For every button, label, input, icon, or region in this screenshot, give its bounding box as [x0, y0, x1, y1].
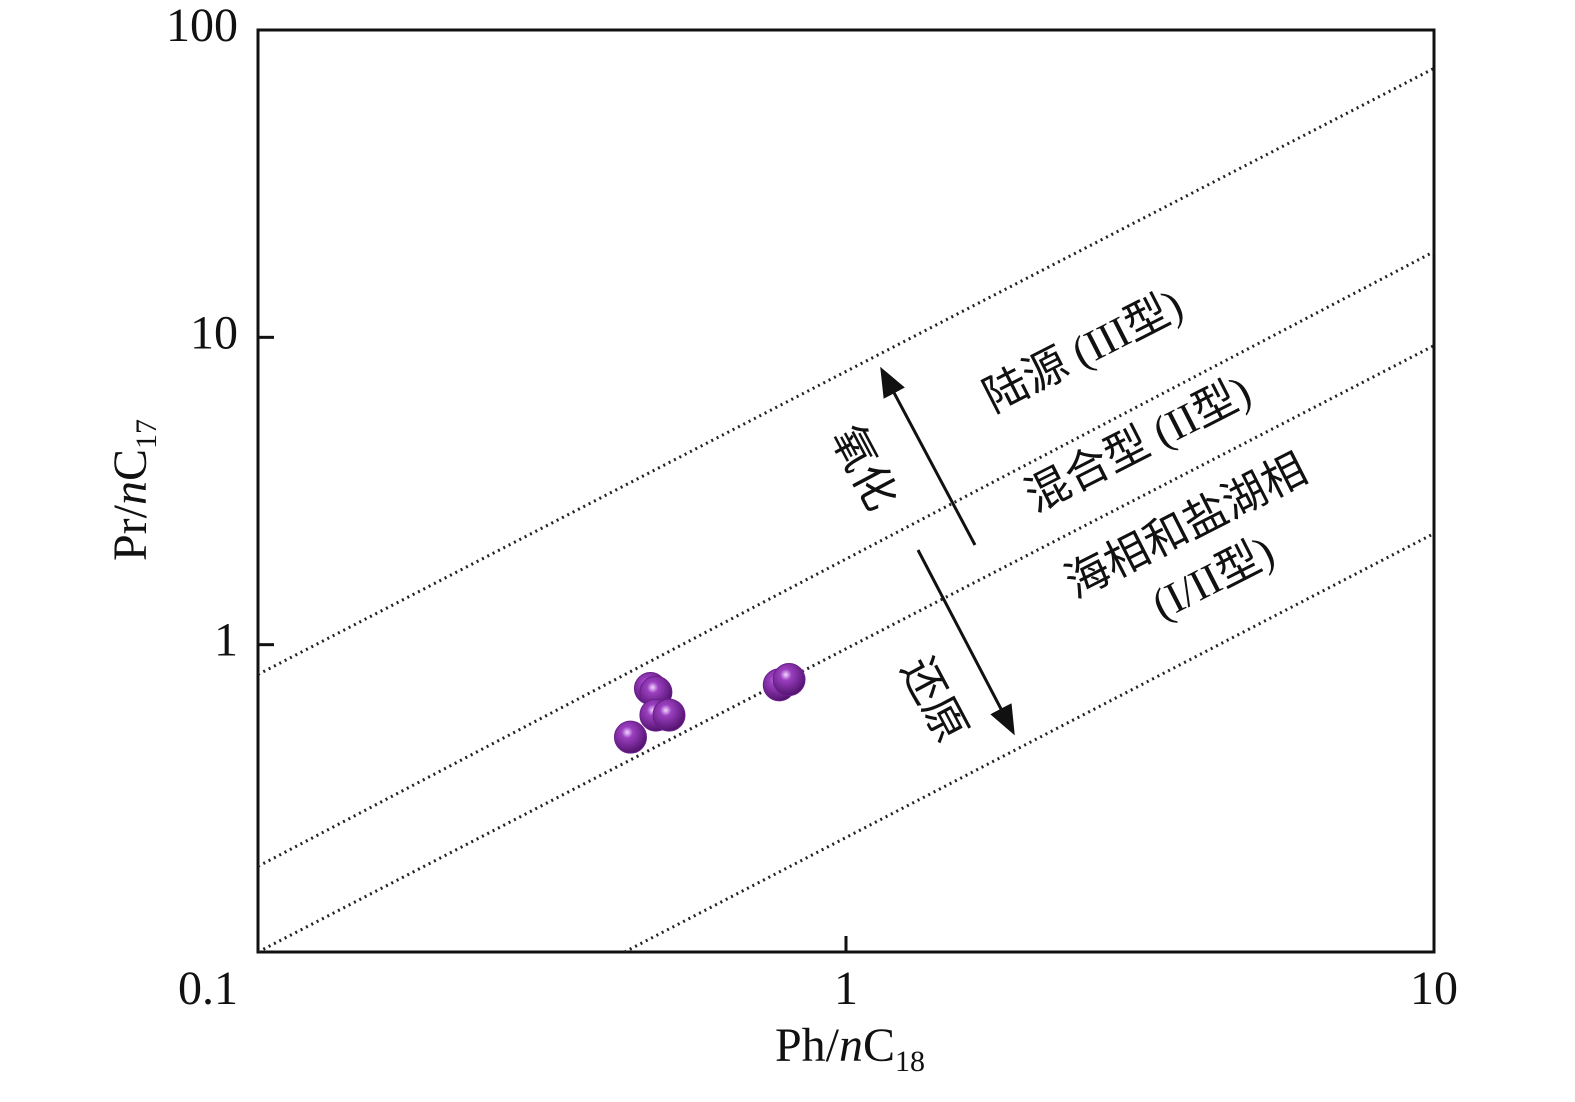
annotation: 陆源 (III型): [976, 280, 1191, 422]
y-tick-label: 1: [214, 614, 238, 667]
x-label-part: n: [839, 1019, 863, 1072]
x-axis-label: Ph/nC18: [775, 1019, 925, 1078]
x-tick-label: 1: [834, 962, 858, 1015]
reference-line: [258, 67, 1434, 676]
y-label-part: C: [104, 449, 157, 481]
point: [772, 663, 806, 697]
y-label-part: n: [104, 481, 157, 505]
x-tick-label: 10: [1410, 962, 1458, 1015]
y-tick-label: 100: [166, 0, 238, 52]
x-label-part: Ph/: [775, 1019, 840, 1072]
x-label-part: C: [863, 1019, 895, 1072]
arrow: [916, 549, 1015, 736]
reference-lines: [258, 67, 1434, 952]
point: [652, 698, 686, 732]
y-label-part: 17: [130, 419, 163, 449]
arrow: [880, 366, 977, 546]
annotation: 氧化: [822, 418, 907, 519]
point: [613, 720, 647, 754]
y-tick-label: 10: [190, 306, 238, 359]
x-label-part: 18: [895, 1045, 925, 1078]
x-tick-label: 0.1: [178, 962, 238, 1015]
reference-line: [258, 344, 1434, 952]
reference-line: [623, 532, 1434, 952]
y-axis-label: Pr/nC17: [104, 419, 163, 561]
reference-line: [258, 250, 1434, 868]
y-label-part: Pr/: [104, 504, 157, 561]
annotation: 还原: [892, 650, 977, 751]
